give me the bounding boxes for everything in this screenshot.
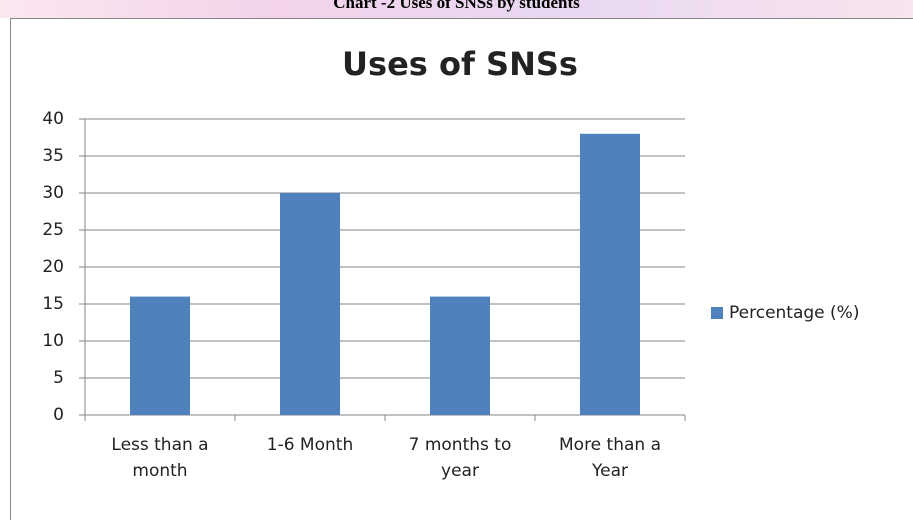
y-tick-label: 10 <box>42 331 64 351</box>
legend-label: Percentage (%) <box>729 303 859 323</box>
chart-title: Uses of SNSs <box>342 45 578 83</box>
y-tick-label: 35 <box>42 146 64 166</box>
y-tick-label: 20 <box>42 257 64 277</box>
x-tick-label: Less than a month <box>111 435 209 481</box>
caption: Chart -2 Uses of SNSs by students <box>333 0 580 12</box>
y-tick-label: 5 <box>53 368 64 388</box>
y-tick-label: 40 <box>42 109 64 129</box>
page-band <box>0 0 913 18</box>
bar <box>280 193 340 415</box>
y-tick-label: 0 <box>53 405 64 425</box>
chart-frame <box>10 18 913 520</box>
x-tick-label: More than a Year <box>559 435 661 481</box>
y-tick-label: 25 <box>42 220 64 240</box>
bar <box>430 296 490 415</box>
y-tick-label: 30 <box>42 183 64 203</box>
x-tick-label: 1-6 Month <box>266 435 354 455</box>
bar <box>130 296 190 415</box>
legend-swatch <box>711 307 723 319</box>
x-tick-label: 7 months to year <box>408 435 512 481</box>
bar <box>580 133 640 416</box>
y-tick-label: 15 <box>42 294 64 314</box>
